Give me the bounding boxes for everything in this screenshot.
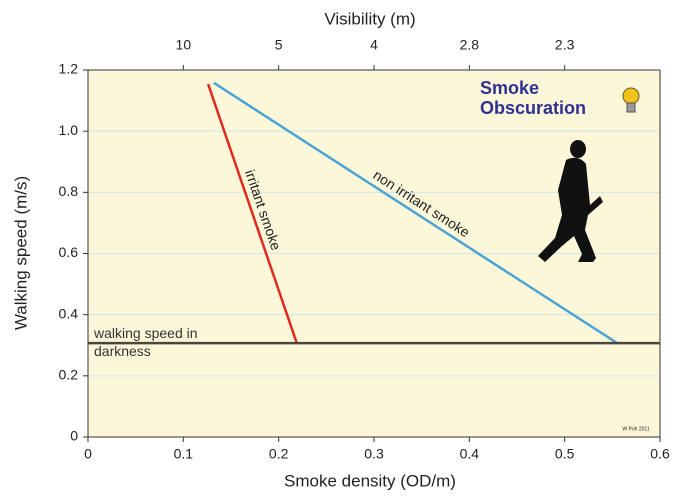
- series-label: walking speed in darkness: [94, 325, 198, 360]
- x2-axis-title: Visibility (m): [324, 9, 415, 28]
- series-label-box: walking speed in darkness: [94, 325, 198, 360]
- y-tick-label: 1.0: [59, 122, 79, 138]
- x-tick-label: 0: [84, 446, 92, 462]
- x-axis-title: Smoke density (OD/m): [284, 471, 456, 490]
- walker-icon: [538, 140, 603, 262]
- series-line: [206, 83, 298, 344]
- x-tick-label: 0.3: [364, 446, 384, 462]
- x2-tick-label: 5: [275, 37, 283, 53]
- x2-tick-label: 2.3: [555, 37, 575, 53]
- series-line: [213, 81, 618, 345]
- x2-tick-label: 2.8: [460, 37, 480, 53]
- credit: W Poh 2011: [622, 426, 649, 432]
- y-axis-title: Walking speed (m/s): [11, 176, 30, 330]
- lightbulb-icon: [622, 87, 640, 113]
- y-tick-label: 0.8: [59, 183, 79, 199]
- x-tick-label: 0.1: [174, 446, 194, 462]
- x-tick-label: 0.5: [555, 446, 575, 462]
- x-tick-label: 0.4: [460, 446, 480, 462]
- x-tick-label: 0.2: [269, 446, 289, 462]
- x2-tick-label: 4: [370, 37, 378, 53]
- y-tick-label: 0.6: [59, 244, 79, 260]
- y-tick-label: 0.4: [59, 305, 79, 321]
- x-tick-label: 0.6: [650, 446, 670, 462]
- y-tick-label: 1.2: [59, 61, 79, 77]
- x2-tick-label: 10: [176, 37, 192, 53]
- title-box: Smoke Obscuration: [480, 78, 587, 118]
- y-tick-label: 0: [70, 428, 78, 444]
- y-tick-label: 0.2: [59, 367, 79, 383]
- chart-title: Smoke Obscuration: [480, 78, 587, 118]
